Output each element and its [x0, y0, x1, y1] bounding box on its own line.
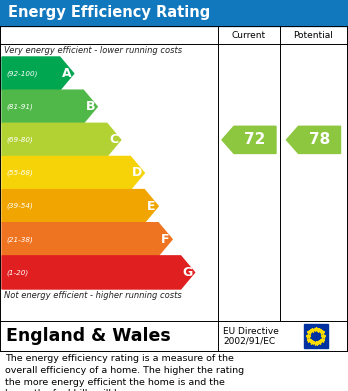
Text: Current: Current	[232, 30, 266, 39]
Bar	[0, 0, 348, 26]
Text: F: F	[161, 233, 169, 246]
Polygon shape	[2, 123, 121, 156]
Text: (81-91): (81-91)	[6, 104, 33, 110]
Text: (21-38): (21-38)	[6, 236, 33, 242]
Text: G: G	[182, 266, 193, 279]
Text: C: C	[109, 133, 118, 146]
Text: 78: 78	[309, 133, 330, 147]
Text: A: A	[62, 67, 72, 80]
Polygon shape	[2, 57, 74, 90]
Bar	[303, 324, 327, 348]
Text: (1-20): (1-20)	[6, 269, 28, 276]
Polygon shape	[2, 156, 144, 190]
Polygon shape	[2, 223, 172, 256]
Text: EU Directive: EU Directive	[223, 328, 279, 337]
Polygon shape	[286, 126, 340, 153]
Text: (69-80): (69-80)	[6, 136, 33, 143]
Text: E: E	[147, 200, 156, 213]
Text: (55-68): (55-68)	[6, 170, 33, 176]
Polygon shape	[222, 126, 276, 153]
Text: (39-54): (39-54)	[6, 203, 33, 210]
Text: Energy Efficiency Rating: Energy Efficiency Rating	[8, 5, 210, 20]
Text: 2002/91/EC: 2002/91/EC	[223, 337, 275, 346]
Text: Very energy efficient - lower running costs: Very energy efficient - lower running co…	[4, 46, 182, 55]
Text: The energy efficiency rating is a measure of the
overall efficiency of a home. T: The energy efficiency rating is a measur…	[5, 354, 244, 391]
Text: Not energy efficient - higher running costs: Not energy efficient - higher running co…	[4, 291, 182, 300]
Text: (92-100): (92-100)	[6, 70, 38, 77]
Text: England & Wales: England & Wales	[6, 327, 171, 345]
Polygon shape	[2, 256, 195, 289]
Polygon shape	[2, 90, 97, 123]
Text: 72: 72	[244, 133, 266, 147]
Text: B: B	[86, 100, 95, 113]
Text: Potential: Potential	[294, 30, 333, 39]
Polygon shape	[2, 190, 158, 223]
Text: D: D	[132, 167, 142, 179]
